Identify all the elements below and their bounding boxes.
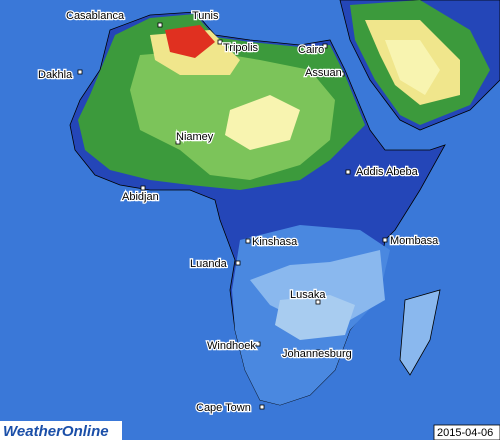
city-dot <box>77 69 83 75</box>
city-dot <box>235 260 241 266</box>
city-label: Abidjan <box>122 191 159 203</box>
city-label: Mombasa <box>390 235 439 247</box>
city-label: Casablanca <box>66 10 125 22</box>
city-dot <box>212 13 218 19</box>
city-dot <box>322 43 328 49</box>
city-dot <box>217 39 223 45</box>
city-label: Windhoek <box>207 340 256 352</box>
city-dot <box>339 71 345 77</box>
city-label: Cairo <box>298 44 324 56</box>
city-dot <box>157 22 163 28</box>
date-box <box>433 424 500 440</box>
city-dot <box>345 169 351 175</box>
logo-box <box>0 421 122 440</box>
city-dot <box>315 349 321 355</box>
city-dot <box>382 237 388 243</box>
city-label: Lusaka <box>290 289 326 301</box>
city-label: Johannesburg <box>282 348 352 360</box>
city-label: Tripolis <box>223 42 259 54</box>
date: 2015-04-06 <box>437 427 493 439</box>
city-label: Luanda <box>190 258 228 270</box>
city-dot <box>245 238 251 244</box>
city-label: Kinshasa <box>252 236 298 248</box>
city-label: Cape Town <box>196 402 251 414</box>
southern-precip <box>232 225 390 405</box>
city-dot <box>175 139 181 145</box>
city-labels: Casablanca Tunis Tripolis Cairo Assuan D… <box>37 9 441 416</box>
city-label: Tunis <box>192 10 219 22</box>
city-label: Niamey <box>176 131 214 143</box>
city-dot <box>255 341 261 347</box>
city-dot <box>259 404 265 410</box>
city-label: Assuan <box>305 67 342 79</box>
logo[interactable]: WeatherOnline <box>3 423 109 440</box>
city-label: Dakhla <box>38 69 73 81</box>
city-label: Addis Abeba <box>356 166 419 178</box>
city-dot <box>140 185 146 191</box>
northern-precip <box>78 0 490 190</box>
city-dot <box>315 299 321 305</box>
city-dots <box>77 13 388 410</box>
